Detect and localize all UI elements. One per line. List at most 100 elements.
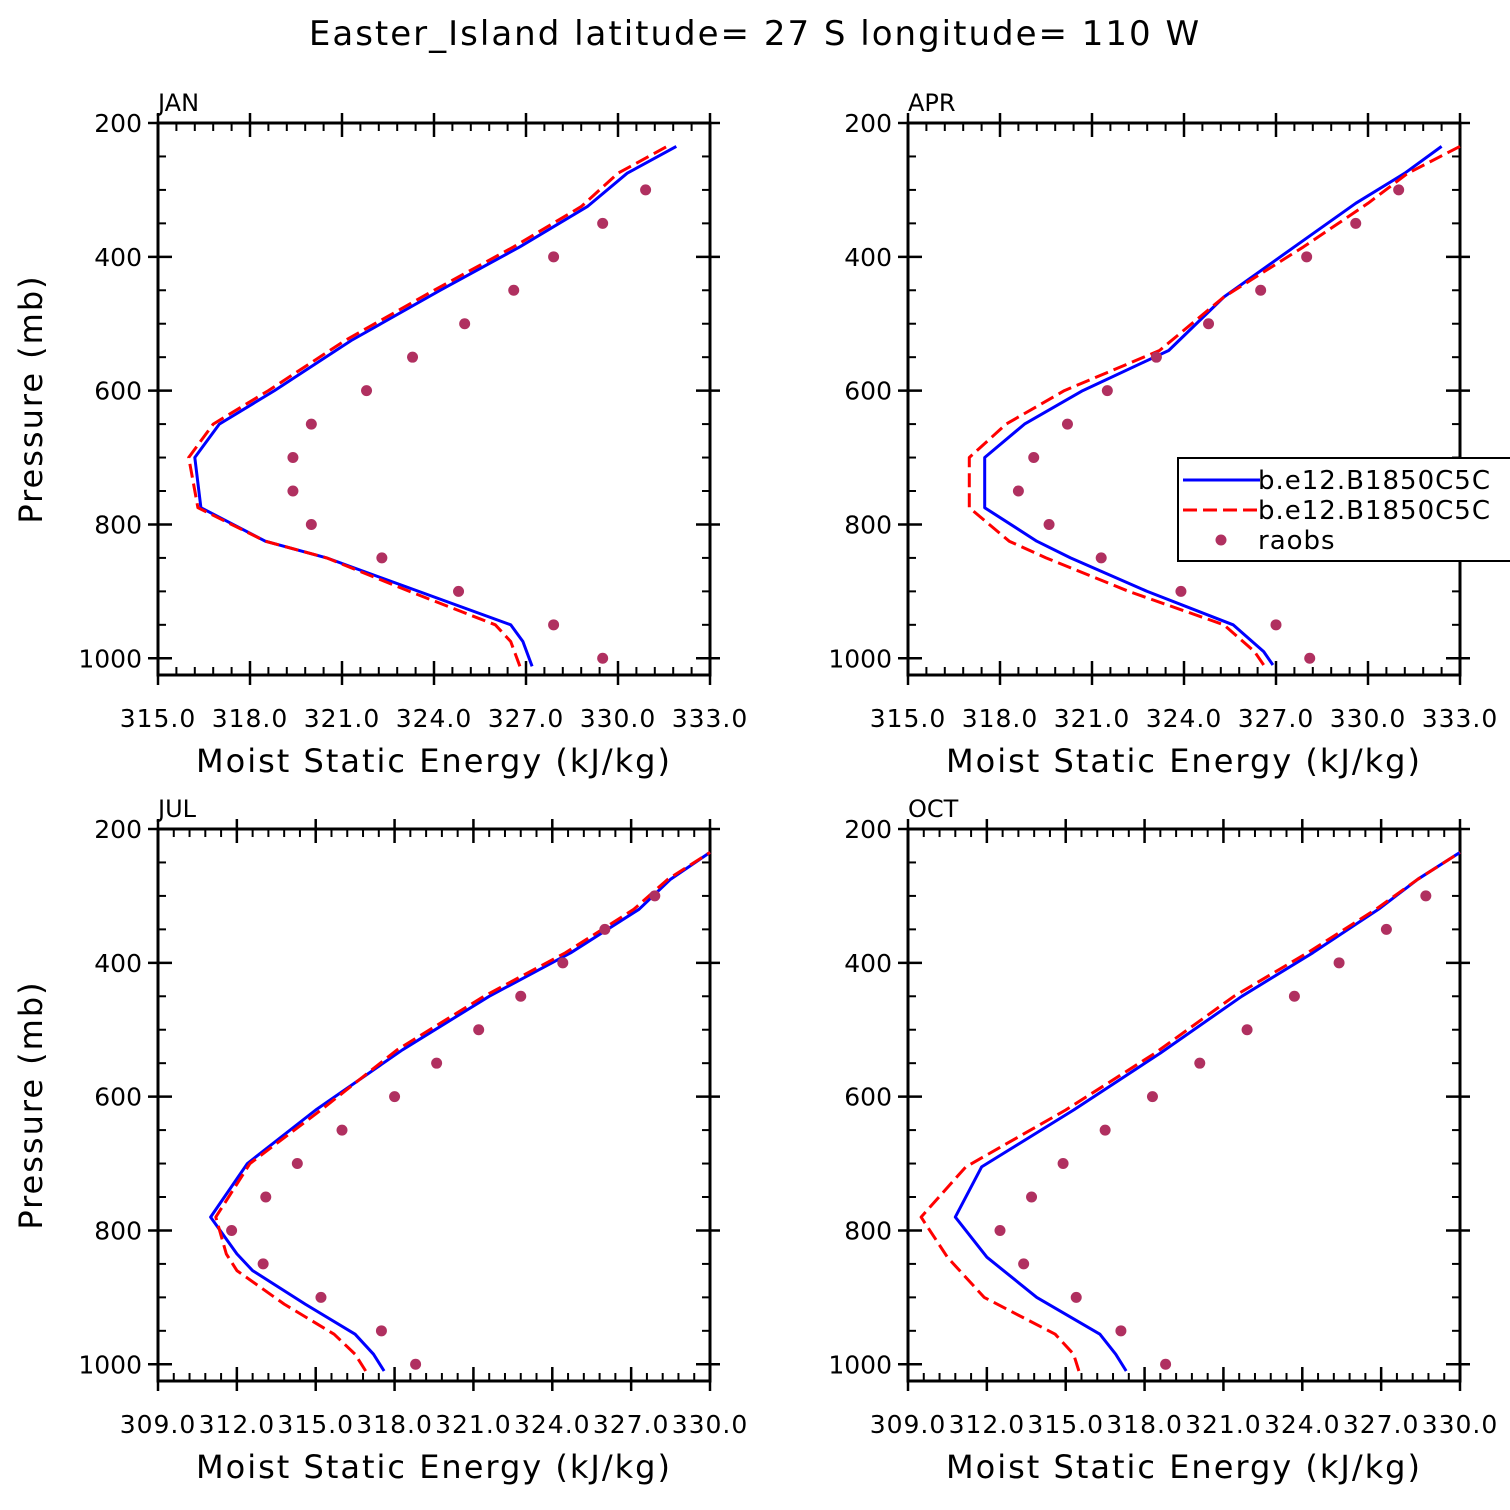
plot-frame: [906, 827, 1462, 1383]
legend-label: raobs: [1258, 526, 1336, 556]
x-tick-label: 324.0: [1264, 1410, 1341, 1439]
raobs-point: [1057, 1158, 1069, 1170]
raobs-point: [431, 1057, 443, 1069]
x-tick-label: 333.0: [1422, 704, 1499, 733]
x-tick-label: 315.0: [870, 704, 947, 733]
y-tick-label: 800: [94, 1216, 142, 1245]
series-line-solid: [209, 851, 711, 1372]
x-tick-label: 330.0: [1422, 1410, 1499, 1439]
raobs-point: [548, 251, 560, 263]
raobs-point: [287, 452, 299, 464]
x-tick-label: 315.0: [277, 1410, 354, 1439]
raobs-point: [599, 923, 611, 935]
y-tick-label: 1000: [828, 644, 892, 673]
series-line-solid: [193, 145, 678, 667]
raobs-point: [1288, 990, 1300, 1002]
raobs-point: [375, 1325, 387, 1337]
raobs-point: [1026, 1191, 1038, 1203]
raobs-point: [1095, 552, 1107, 564]
raobs-point: [1115, 1325, 1127, 1337]
y-tick-label: 800: [844, 1216, 892, 1245]
raobs-point: [257, 1258, 269, 1270]
x-tick-label: 330.0: [1330, 704, 1407, 733]
raobs-point: [1012, 485, 1024, 497]
y-tick-label: 800: [844, 510, 892, 539]
y-tick-label: 400: [94, 243, 142, 272]
raobs-point: [389, 1091, 401, 1103]
panel-label: APR: [908, 89, 956, 117]
series-line-dashed: [187, 145, 668, 667]
series-line-dashed: [919, 851, 1461, 1372]
x-tick-label: 327.0: [1343, 1410, 1420, 1439]
legend-box: [1177, 457, 1510, 562]
raobs-point: [291, 1158, 303, 1170]
x-tick-label: 318.0: [212, 704, 289, 733]
raobs-point: [376, 552, 388, 564]
raobs-point: [1146, 1091, 1158, 1103]
x-tick-label: 312.0: [199, 1410, 276, 1439]
x-tick-label: 327.0: [593, 1410, 670, 1439]
plot-frame: [156, 827, 712, 1383]
raobs-point: [305, 518, 317, 530]
raobs-point: [1099, 1124, 1111, 1136]
series-line-dashed: [967, 145, 1461, 666]
figure-title: Easter_Island latitude= 27 S longitude= …: [309, 14, 1201, 54]
raobs-point: [1350, 217, 1362, 229]
raobs-point: [649, 890, 661, 902]
raobs-point: [1194, 1057, 1206, 1069]
raobs-point: [1255, 284, 1267, 296]
y-tick-label: 200: [94, 109, 142, 138]
raobs-point: [1028, 452, 1040, 464]
raobs-point: [305, 418, 317, 430]
legend-marker: [1215, 534, 1227, 546]
raobs-point: [1043, 518, 1055, 530]
raobs-point: [1304, 652, 1316, 664]
panel-jul: JUL 309.0 312.0 315.0 318.0 321.0 324.0 327.0 33…: [12, 795, 749, 1486]
raobs-point: [226, 1224, 238, 1236]
x-tick-label: 321.0: [1185, 1410, 1262, 1439]
raobs-point: [473, 1024, 485, 1036]
legend-label: b.e12.B1850C5C: [1258, 466, 1491, 496]
y-tick-label: 400: [94, 949, 142, 978]
raobs-point: [1393, 184, 1405, 196]
x-tick-label: 327.0: [1238, 704, 1315, 733]
raobs-point: [597, 217, 609, 229]
x-axis-label: Moist Static Energy (kJ/kg): [196, 742, 672, 780]
y-tick-label: 400: [844, 243, 892, 272]
y-tick-label: 400: [844, 949, 892, 978]
raobs-point: [1203, 318, 1215, 330]
series-line-dashed: [214, 851, 711, 1372]
raobs-point: [315, 1291, 327, 1303]
raobs-point: [1270, 619, 1282, 631]
x-tick-label: 324.0: [396, 704, 473, 733]
x-tick-label: 330.0: [580, 704, 657, 733]
raobs-point: [1018, 1258, 1030, 1270]
raobs-point: [1061, 418, 1073, 430]
raobs-point: [1420, 890, 1432, 902]
panel-apr: APR 315.0 318.0 321.0 324.0 327.0 330.0 333.0 20…: [828, 89, 1499, 780]
raobs-point: [407, 351, 419, 363]
raobs-point: [260, 1191, 272, 1203]
raobs-point: [597, 652, 609, 664]
y-axis-label: Pressure (mb): [12, 980, 50, 1229]
x-tick-label: 315.0: [1027, 1410, 1104, 1439]
y-tick-label: 1000: [78, 644, 142, 673]
raobs-point: [515, 990, 527, 1002]
panel-oct: OCT 309.0 312.0 315.0 318.0 321.0 324.0 327.0 33…: [828, 795, 1499, 1486]
raobs-point: [1150, 351, 1162, 363]
series-line-solid: [953, 851, 1461, 1372]
raobs-point: [453, 585, 465, 597]
x-tick-label: 330.0: [672, 1410, 749, 1439]
raobs-point: [410, 1358, 422, 1370]
raobs-point: [1160, 1358, 1172, 1370]
y-tick-label: 600: [94, 1083, 142, 1112]
raobs-point: [1301, 251, 1313, 263]
raobs-point: [1101, 385, 1113, 397]
raobs-point: [1241, 1024, 1253, 1036]
plot-frame: [156, 121, 712, 677]
y-tick-label: 200: [844, 815, 892, 844]
raobs-point: [640, 184, 652, 196]
x-tick-label: 321.0: [304, 704, 381, 733]
